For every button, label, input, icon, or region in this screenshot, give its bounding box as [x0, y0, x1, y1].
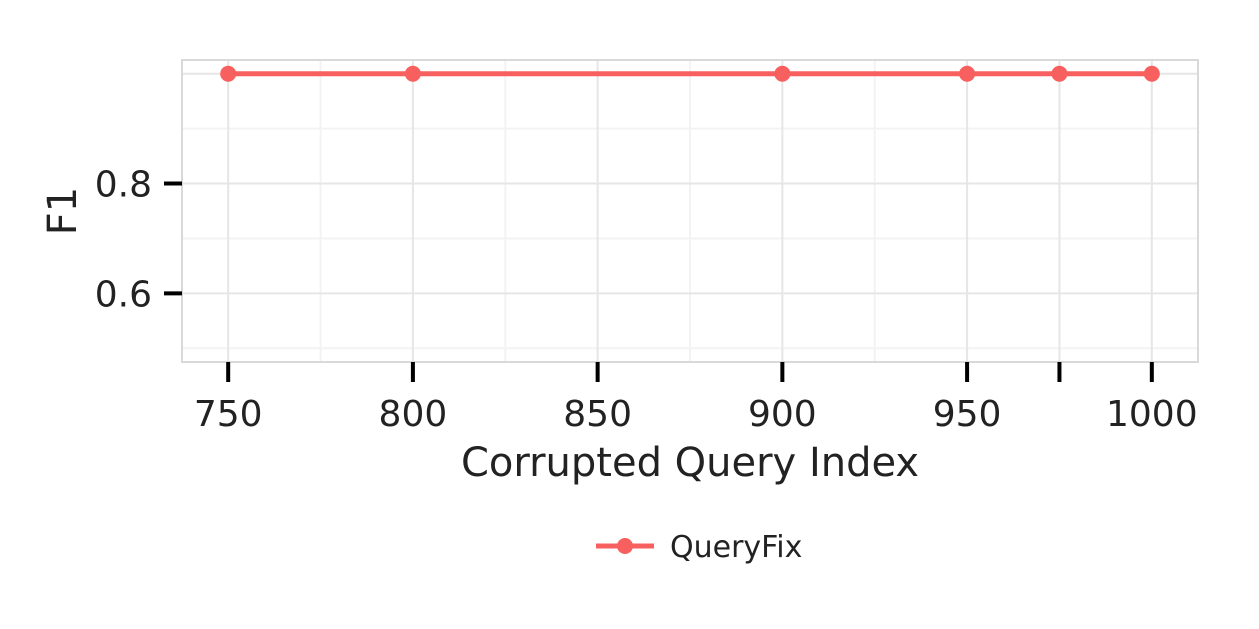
- x-tick-label: 950: [933, 394, 1002, 435]
- legend: QueryFix: [596, 530, 802, 565]
- x-tick-label: 850: [563, 394, 632, 435]
- y-axis: 0.6 0.8: [95, 165, 182, 315]
- data-point: [220, 65, 237, 82]
- x-axis: 750 800 850 900 950 1000: [194, 362, 1198, 435]
- legend-label: QueryFix: [670, 530, 802, 565]
- data-point: [1051, 65, 1068, 82]
- x-tick-label: 900: [748, 394, 817, 435]
- data-point: [1143, 65, 1160, 82]
- x-axis-title: Corrupted Query Index: [461, 440, 919, 486]
- data-point: [959, 65, 976, 82]
- legend-marker: [617, 538, 633, 554]
- plot-border: [181, 59, 1199, 363]
- data-point: [774, 65, 791, 82]
- x-tick-label: 1000: [1106, 394, 1198, 435]
- y-tick-label: 0.6: [95, 274, 152, 315]
- x-tick-label: 800: [379, 394, 448, 435]
- x-tick-label: 750: [194, 394, 263, 435]
- series-layer: [220, 65, 1160, 82]
- data-point: [404, 65, 421, 82]
- y-tick-label: 0.8: [95, 165, 152, 206]
- y-axis-title: F1: [40, 187, 86, 235]
